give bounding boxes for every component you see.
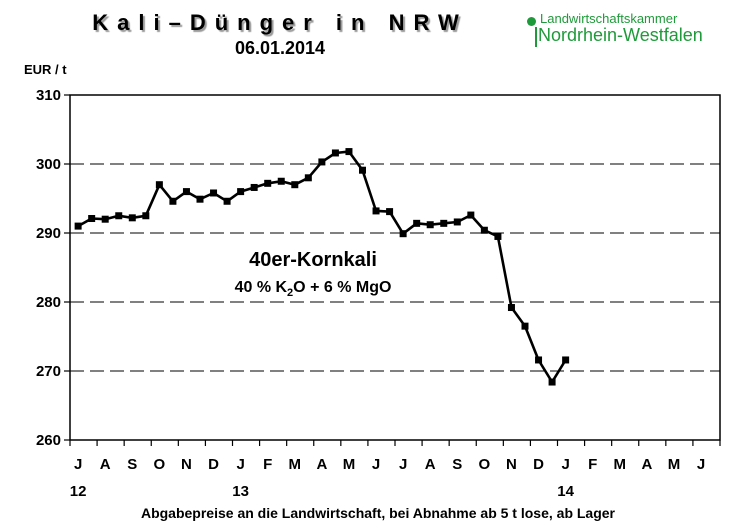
x-month-label: N (181, 456, 192, 473)
data-point (521, 322, 529, 330)
data-point (467, 211, 475, 219)
y-tick-label: 280 (36, 294, 61, 311)
data-point (372, 207, 380, 215)
data-point (507, 304, 515, 312)
data-point (291, 181, 299, 189)
x-month-label: M (289, 456, 302, 473)
data-point (115, 212, 123, 220)
data-point (210, 189, 218, 197)
data-point (264, 179, 272, 187)
data-point (182, 188, 190, 196)
x-month-label: J (561, 456, 569, 473)
data-point (196, 195, 204, 203)
data-point (169, 197, 177, 205)
x-month-label: A (100, 456, 111, 473)
x-month-label: A (641, 456, 652, 473)
logo-line-2: Nordrhein-Westfalen (538, 25, 703, 45)
y-tick-label: 290 (36, 225, 61, 242)
data-point (494, 232, 502, 240)
data-point (74, 222, 82, 230)
data-point (548, 378, 556, 386)
x-month-label: J (399, 456, 407, 473)
data-point (359, 166, 366, 174)
x-month-label: J (74, 456, 82, 473)
logo-bar-icon (535, 27, 537, 47)
x-month-label: S (127, 456, 137, 473)
data-point (128, 214, 136, 222)
data-point (88, 215, 96, 223)
data-point (480, 226, 488, 234)
logo-line-1: Landwirtschaftskammer (540, 11, 678, 26)
composition-subscript: 2 (287, 287, 293, 299)
data-point (426, 221, 434, 229)
chart-date: 06.01.2014 (234, 38, 326, 58)
data-point (277, 177, 285, 185)
product-name-label: 40er-Kornkali (249, 249, 377, 271)
data-point (345, 148, 353, 156)
y-axis-label: EUR / t (24, 62, 67, 77)
data-point (453, 218, 461, 226)
y-tick-label: 300 (36, 156, 61, 173)
x-month-label: M (343, 456, 356, 473)
data-point (399, 230, 407, 238)
x-month-label: S (452, 456, 462, 473)
data-point (440, 219, 448, 227)
x-month-label: N (506, 456, 517, 473)
x-month-label: M (668, 456, 681, 473)
data-point (535, 356, 543, 364)
plot-frame (69, 94, 721, 441)
x-year-label: 13 (232, 483, 249, 500)
x-month-label: F (588, 456, 597, 473)
data-point (318, 158, 326, 166)
x-month-label: J (697, 456, 705, 473)
data-point (142, 212, 150, 220)
x-month-label: O (479, 456, 491, 473)
x-month-label: A (316, 456, 327, 473)
x-month-label: J (372, 456, 380, 473)
data-point (155, 181, 163, 189)
composition-label: 40 % K2O + 6 % MgO (235, 279, 392, 299)
x-month-label: A (425, 456, 436, 473)
chart-title: Kali–Dünger in NRW (92, 10, 468, 35)
data-point (250, 183, 258, 191)
data-point (386, 208, 394, 216)
x-month-label: D (208, 456, 219, 473)
x-month-label: J (236, 456, 244, 473)
x-month-label: D (533, 456, 544, 473)
composition-part-1: 40 % K (235, 279, 288, 296)
logo-dot-icon (527, 17, 536, 26)
x-year-label: 14 (557, 483, 574, 500)
data-point (223, 197, 231, 205)
x-month-label: O (154, 456, 166, 473)
y-tick-label: 260 (36, 432, 61, 449)
footer-note: Abgabepreise an die Landwirtschaft, bei … (140, 505, 616, 521)
y-tick-label: 310 (36, 87, 61, 104)
data-point (562, 356, 570, 364)
data-point (101, 215, 109, 223)
x-month-label: M (614, 456, 627, 473)
x-year-label: 12 (70, 483, 87, 500)
data-point (331, 149, 339, 157)
data-point (304, 174, 312, 182)
data-point (413, 219, 421, 227)
data-point (237, 188, 245, 196)
x-month-label: F (263, 456, 272, 473)
composition-part-2: O + 6 % MgO (293, 279, 391, 296)
y-tick-label: 270 (36, 363, 61, 380)
